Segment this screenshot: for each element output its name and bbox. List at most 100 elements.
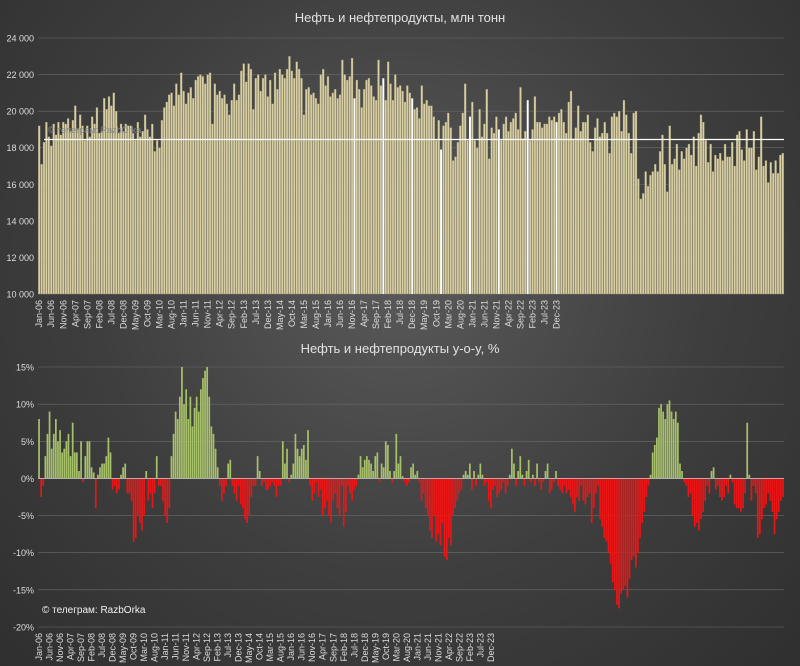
bar	[100, 131, 103, 295]
bar	[645, 478, 648, 497]
bar	[363, 459, 366, 479]
bar	[691, 478, 694, 516]
bar	[244, 478, 246, 520]
bar	[569, 90, 573, 295]
bar	[743, 160, 746, 295]
bar	[61, 452, 64, 479]
bar	[618, 110, 621, 295]
bar	[300, 78, 303, 295]
bar	[334, 478, 337, 494]
bar	[411, 98, 414, 294]
bar	[139, 478, 141, 523]
bar	[48, 411, 51, 479]
bar	[153, 478, 156, 494]
bar	[731, 142, 734, 295]
bar	[740, 149, 744, 295]
bar	[206, 367, 209, 479]
bar	[50, 145, 53, 295]
bar	[620, 478, 622, 594]
bar	[662, 411, 665, 479]
bar	[153, 151, 156, 295]
bar	[781, 153, 784, 295]
bar	[775, 478, 778, 520]
x-tick-label: Apr-17	[318, 633, 328, 660]
bar	[84, 456, 87, 479]
x-tick-label: Jun-21	[423, 633, 433, 661]
x-tick-label: Feb-18	[339, 633, 349, 662]
bar	[528, 140, 532, 295]
bar	[187, 92, 190, 295]
bar	[143, 114, 147, 295]
bar	[200, 389, 202, 479]
bar	[218, 478, 221, 486]
x-tick-label: Nov-11	[203, 300, 213, 328]
bar	[256, 456, 259, 479]
bar	[536, 463, 538, 479]
bar	[595, 478, 597, 494]
x-tick-label: Nov-11	[181, 633, 191, 661]
bar	[567, 478, 570, 490]
bar	[103, 98, 106, 295]
x-tick-label: Apr-12	[192, 633, 202, 660]
bar	[250, 478, 253, 497]
bar	[468, 116, 471, 294]
bar	[110, 105, 113, 295]
bar	[130, 478, 133, 501]
bar	[326, 478, 328, 501]
x-tick-label: Nov-16	[307, 633, 317, 662]
x-tick-label: Apr-07	[66, 633, 76, 660]
bar	[553, 478, 555, 483]
bar	[396, 87, 399, 295]
bar	[336, 478, 339, 509]
bar	[698, 478, 700, 531]
bar	[260, 478, 263, 486]
bar	[601, 132, 604, 295]
x-tick-label: Dec-13	[234, 633, 244, 662]
bar	[201, 76, 204, 295]
bar	[139, 136, 142, 295]
bar	[550, 120, 553, 295]
bar	[609, 478, 612, 564]
bar	[437, 120, 440, 295]
bar	[406, 85, 409, 295]
bar	[46, 433, 49, 479]
bar	[464, 83, 467, 295]
bar	[347, 478, 349, 486]
bar	[189, 87, 192, 295]
bar	[707, 162, 710, 295]
bar	[765, 478, 767, 505]
x-tick-label: Jul-13	[223, 633, 233, 658]
bar	[377, 59, 380, 295]
bar	[296, 448, 299, 479]
y-tick-label: 14 000	[6, 216, 34, 226]
bar	[700, 478, 702, 520]
bar	[546, 463, 549, 479]
bar	[742, 478, 744, 509]
bar	[172, 105, 176, 295]
bar	[235, 478, 238, 501]
bar	[64, 123, 67, 295]
bar	[772, 173, 775, 295]
bar	[232, 83, 236, 295]
bar	[342, 478, 345, 527]
x-tick-label: Sep-12	[202, 633, 212, 662]
bar	[42, 478, 45, 486]
x-tick-label: Nov-06	[58, 300, 68, 329]
bar	[507, 131, 510, 295]
bar	[76, 129, 79, 295]
bar	[399, 456, 402, 479]
bar	[170, 92, 173, 295]
bar	[538, 478, 541, 483]
bar	[101, 463, 103, 479]
bar	[107, 96, 111, 295]
bar	[489, 478, 492, 509]
bar	[725, 478, 728, 486]
bar	[754, 478, 757, 494]
x-tick-label: Dec-23	[486, 633, 496, 662]
bar	[223, 94, 226, 295]
bar	[386, 61, 390, 295]
bar	[275, 478, 278, 497]
bar	[361, 467, 364, 479]
bar	[544, 471, 547, 479]
y-tick-label: 24 000	[6, 34, 34, 44]
